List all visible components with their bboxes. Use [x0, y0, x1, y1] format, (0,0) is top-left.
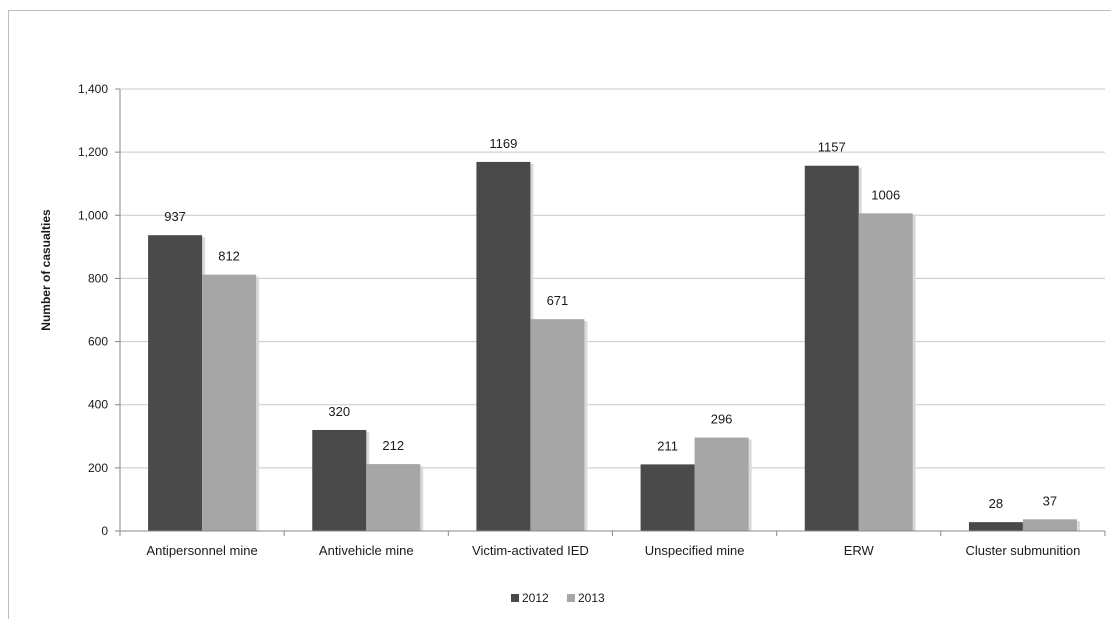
data-label: 1157 [818, 140, 846, 155]
legend: 2012 2013 [511, 591, 605, 605]
bar-2012-3 [640, 464, 695, 531]
y-tick-label: 200 [88, 461, 108, 475]
bar-2013-3 [694, 437, 749, 531]
y-tick-label: 0 [101, 524, 108, 538]
data-label: 37 [1043, 493, 1057, 508]
data-label: 1006 [871, 187, 900, 202]
y-tick-label: 1,400 [78, 82, 108, 96]
y-tick-label: 600 [88, 335, 108, 349]
data-label: 28 [989, 496, 1003, 511]
bar-2013-1 [366, 464, 421, 531]
bar-2012-1 [312, 429, 367, 531]
x-tick-label: Victim-activated IED [472, 543, 589, 558]
x-tick-label: Cluster submunition [965, 543, 1080, 558]
x-axis-ticks: Antipersonnel mine Antivehicle mine Victim… [146, 543, 1080, 558]
bar-2012-0 [148, 235, 203, 531]
bar-2012-2 [476, 161, 531, 531]
x-tick-label: Antivehicle mine [319, 543, 414, 558]
legend-swatch-2013 [567, 594, 575, 602]
legend-label: 2012 [522, 591, 549, 605]
data-label: 320 [328, 404, 350, 419]
data-label: 812 [218, 249, 240, 264]
y-axis-label: Number of casualties [39, 209, 53, 331]
bar-2013-2 [530, 319, 585, 531]
data-label: 211 [657, 438, 678, 453]
legend-swatch-2012 [511, 594, 519, 602]
bars [148, 161, 1080, 532]
y-axis-ticks: 0 200 400 600 800 1,000 1,200 1,400 [78, 82, 108, 538]
y-tick-label: 1,000 [78, 208, 108, 222]
bar-2013-0 [202, 274, 257, 531]
bar-2012-5 [968, 522, 1023, 531]
y-tick-label: 400 [88, 398, 108, 412]
bar-2013-5 [1022, 519, 1077, 531]
data-label: 212 [382, 438, 404, 453]
gridlines [115, 88, 1105, 532]
data-label: 296 [711, 412, 733, 427]
y-tick-label: 800 [88, 271, 108, 285]
x-tick-label: ERW [844, 543, 875, 558]
y-tick-label: 1,200 [78, 145, 108, 159]
x-tick-label: Unspecified mine [645, 543, 745, 558]
bar-2013-4 [858, 213, 913, 532]
data-labels: 937 812 320 212 1169 671 211 296 1157 1006 28 37 [164, 136, 1057, 511]
data-label: 937 [164, 209, 186, 224]
data-label: 1169 [489, 136, 517, 151]
x-tick-label: Antipersonnel mine [146, 543, 257, 558]
axes [119, 89, 1106, 536]
legend-label: 2013 [578, 591, 605, 605]
data-label: 671 [547, 293, 569, 308]
bar-2012-4 [804, 165, 859, 531]
